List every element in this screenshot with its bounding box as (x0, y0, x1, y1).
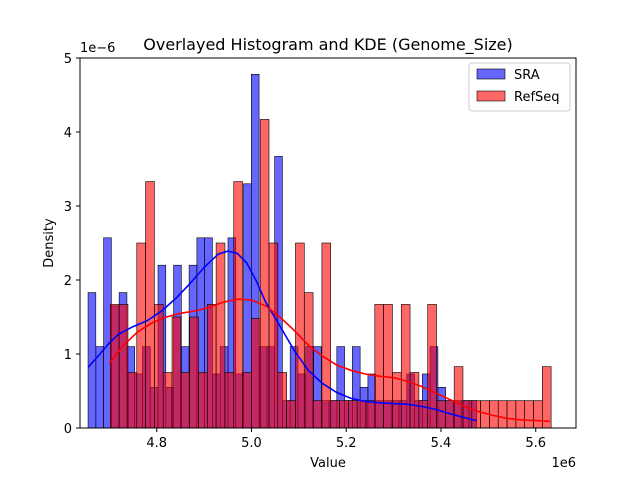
refseq-bar (215, 242, 226, 429)
refseq-bar (392, 372, 402, 429)
refseq-bar (286, 400, 296, 429)
refseq-bar (180, 372, 190, 429)
refseq-bar (118, 304, 129, 429)
sra-bar (95, 346, 104, 429)
refseq-bar (418, 400, 429, 429)
y-tick-label: 4 (64, 126, 72, 141)
x-tick-label: 5.2 (336, 436, 357, 451)
chart-title: Overlayed Histogram and KDE (Genome_Size… (143, 35, 513, 55)
sra-kde-line (87, 250, 477, 422)
refseq-bar (251, 318, 261, 429)
legend-label-sra: SRA (514, 68, 540, 83)
refseq-bar (497, 400, 508, 429)
x-tick-label: 5.4 (431, 436, 452, 451)
x-axis-label: Value (310, 456, 346, 471)
x-tick-label: 5.6 (525, 436, 546, 451)
refseq-bar (110, 304, 120, 429)
refseq-bar (515, 400, 525, 429)
x-axis-ticks: 4.8 5.0 5.2 5.4 5.6 (146, 428, 546, 451)
refseq-bar (268, 242, 279, 429)
y-tick-label: 3 (64, 200, 72, 215)
refseq-bar (259, 119, 270, 429)
y-tick-label: 2 (64, 274, 72, 289)
refseq-kde-line (108, 298, 550, 423)
legend-label-refseq: RefSeq (514, 90, 560, 105)
refseq-bar (206, 304, 217, 429)
legend: SRA RefSeq (468, 62, 571, 112)
refseq-bar (471, 400, 481, 429)
y-tick-label: 1 (64, 348, 72, 363)
refseq-bar (506, 400, 517, 429)
refseq-bar (524, 400, 534, 429)
refseq-bar (136, 242, 146, 429)
refseq-bar (453, 366, 464, 429)
refseq-bar (321, 242, 332, 429)
refseq-bar (374, 304, 384, 429)
refseq-bar (383, 304, 393, 429)
refseq-bar (400, 304, 411, 429)
refseq-bar (171, 316, 182, 429)
refseq-bar (127, 372, 138, 429)
x-offset-label: 1e6 (551, 456, 576, 471)
refseq-bar (409, 372, 420, 429)
plot-frame (79, 57, 577, 429)
y-axis-ticks: 0 1 2 3 4 5 (64, 52, 80, 437)
refseq-bar (436, 400, 446, 429)
refseq-bar (365, 400, 376, 429)
x-tick-label: 4.8 (146, 436, 167, 451)
refseq-bar (348, 400, 358, 429)
refseq-bar (542, 366, 552, 429)
legend-swatch-refseq (476, 90, 506, 102)
y-offset-label: 1e−6 (80, 41, 115, 56)
refseq-bar (339, 400, 349, 429)
kde-lines (87, 250, 550, 423)
refseq-bar (162, 372, 173, 429)
refseq-bar (242, 372, 252, 429)
refseq-bar (533, 400, 543, 429)
x-tick-label: 5.0 (241, 436, 262, 451)
refseq-bar (462, 400, 473, 429)
refseq-bar (154, 304, 164, 429)
refseq-bar (198, 372, 208, 429)
refseq-bar (145, 181, 155, 429)
y-axis-label: Density (42, 218, 57, 268)
y-tick-label: 5 (64, 52, 72, 67)
refseq-bar (189, 316, 199, 429)
refseq-bar (224, 372, 235, 429)
y-tick-label: 0 (64, 422, 72, 437)
refseq-bar (303, 292, 314, 429)
refseq-bar (233, 181, 243, 429)
refseq-bar (277, 372, 287, 429)
legend-swatch-sra (476, 68, 506, 80)
refseq-bar (312, 400, 323, 429)
refseq-bar (356, 400, 367, 429)
refseq-bar (330, 400, 340, 429)
